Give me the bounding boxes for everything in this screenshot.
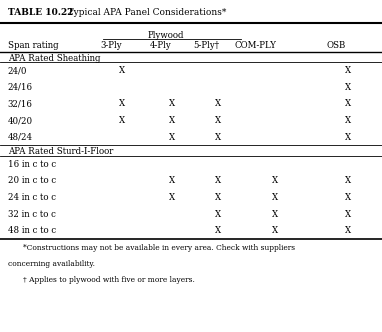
Text: APA Rated Sturd-I-Floor: APA Rated Sturd-I-Floor xyxy=(8,147,113,156)
Text: 16 in c to c: 16 in c to c xyxy=(8,160,56,169)
Text: 4-Ply: 4-Ply xyxy=(150,41,171,49)
Text: COM-PLY: COM-PLY xyxy=(235,41,277,49)
Text: 24 in c to c: 24 in c to c xyxy=(8,193,56,202)
Text: X: X xyxy=(169,132,175,142)
Text: concerning availability.: concerning availability. xyxy=(8,260,95,268)
Text: 32/16: 32/16 xyxy=(8,99,32,109)
Text: Typical APA Panel Considerations*: Typical APA Panel Considerations* xyxy=(59,8,227,17)
Text: X: X xyxy=(215,116,221,125)
Text: 3-Ply: 3-Ply xyxy=(100,41,121,49)
Text: X: X xyxy=(345,132,351,142)
Text: APA Rated Sheathing: APA Rated Sheathing xyxy=(8,54,100,63)
Text: X: X xyxy=(345,66,351,75)
Text: 5-Ply†: 5-Ply† xyxy=(193,41,219,49)
Text: X: X xyxy=(272,209,278,219)
Text: 48 in c to c: 48 in c to c xyxy=(8,226,56,235)
Text: 24/0: 24/0 xyxy=(8,66,27,75)
Text: 24/16: 24/16 xyxy=(8,83,32,92)
Text: X: X xyxy=(345,226,351,235)
Text: TABLE 10.22: TABLE 10.22 xyxy=(8,8,73,17)
Text: X: X xyxy=(215,193,221,202)
Text: X: X xyxy=(345,193,351,202)
Text: X: X xyxy=(215,176,221,186)
Text: X: X xyxy=(169,99,175,109)
Text: X: X xyxy=(215,226,221,235)
Text: X: X xyxy=(215,209,221,219)
Text: X: X xyxy=(215,99,221,109)
Text: X: X xyxy=(345,99,351,109)
Text: 48/24: 48/24 xyxy=(8,132,32,142)
Text: Span rating: Span rating xyxy=(8,41,58,49)
Text: 40/20: 40/20 xyxy=(8,116,33,125)
Text: X: X xyxy=(169,193,175,202)
Text: X: X xyxy=(345,209,351,219)
Text: *Constructions may not be available in every area. Check with suppliers: *Constructions may not be available in e… xyxy=(23,244,295,252)
Text: Plywood: Plywood xyxy=(148,31,185,40)
Text: † Applies to plywood with five or more layers.: † Applies to plywood with five or more l… xyxy=(23,276,195,284)
Text: X: X xyxy=(272,193,278,202)
Text: X: X xyxy=(345,83,351,92)
Text: X: X xyxy=(169,116,175,125)
Text: X: X xyxy=(345,116,351,125)
Text: X: X xyxy=(119,116,125,125)
Text: X: X xyxy=(119,66,125,75)
Text: 20 in c to c: 20 in c to c xyxy=(8,176,56,186)
Text: X: X xyxy=(119,99,125,109)
Text: X: X xyxy=(272,226,278,235)
Text: X: X xyxy=(272,176,278,186)
Text: X: X xyxy=(345,176,351,186)
Text: 32 in c to c: 32 in c to c xyxy=(8,209,55,219)
Text: OSB: OSB xyxy=(327,41,346,49)
Text: X: X xyxy=(169,176,175,186)
Text: X: X xyxy=(215,132,221,142)
